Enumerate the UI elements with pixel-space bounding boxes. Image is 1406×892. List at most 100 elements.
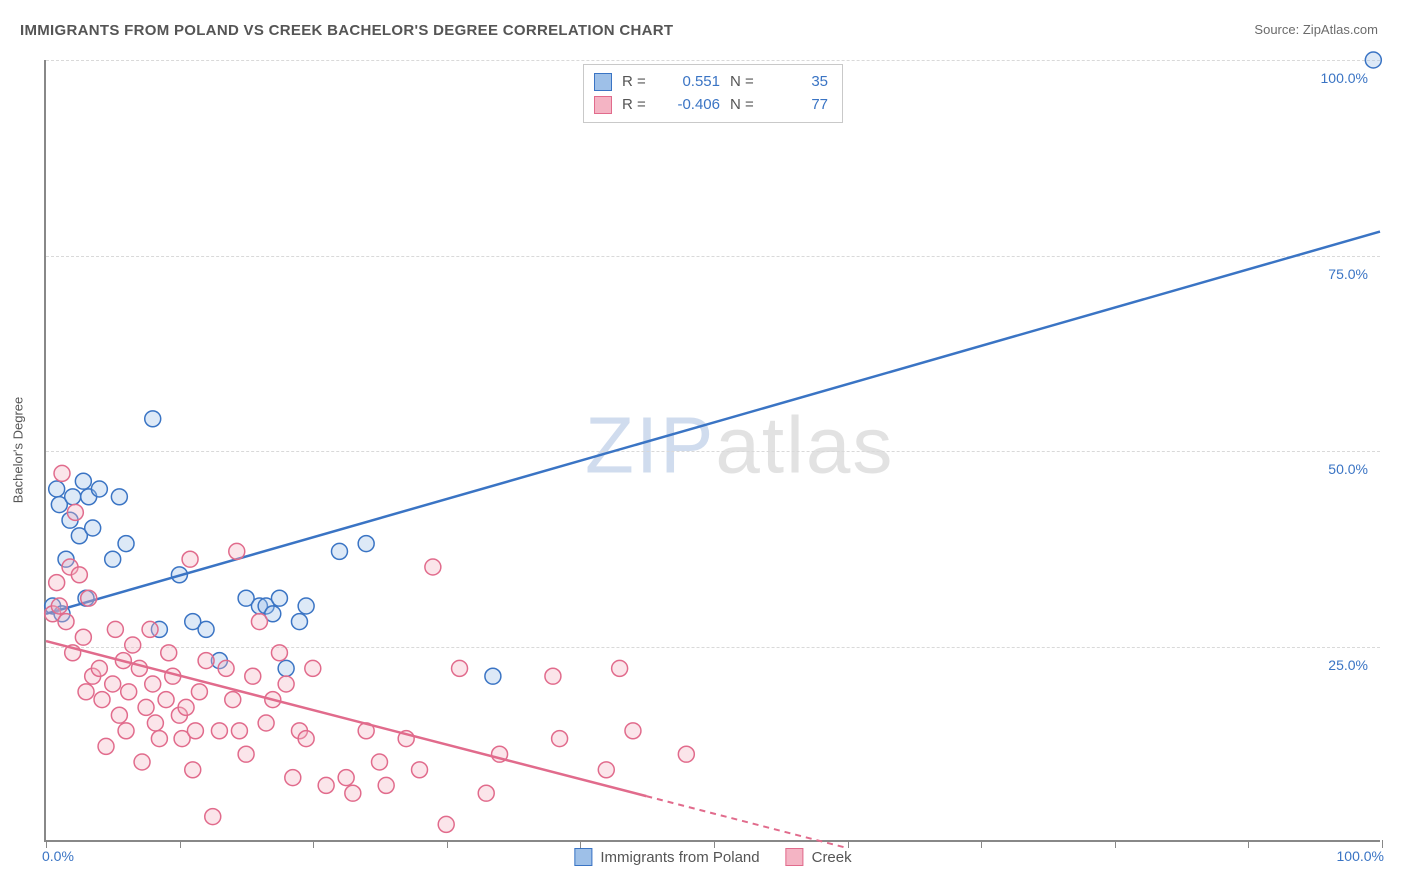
data-point — [178, 699, 194, 715]
data-point — [91, 660, 107, 676]
x-tick — [1115, 840, 1116, 848]
swatch-poland — [594, 73, 612, 91]
r-label: R = — [622, 94, 650, 117]
r-value-creek: -0.406 — [660, 94, 720, 117]
data-point — [49, 575, 65, 591]
data-point — [438, 816, 454, 832]
n-label: N = — [730, 94, 758, 117]
legend-label-creek: Creek — [812, 849, 852, 866]
x-tick — [313, 840, 314, 848]
data-point — [318, 777, 334, 793]
data-point — [158, 692, 174, 708]
data-point — [225, 692, 241, 708]
data-point — [54, 465, 70, 481]
r-value-poland: 0.551 — [660, 71, 720, 94]
x-tick — [714, 840, 715, 848]
source-attribution: Source: ZipAtlas.com — [1254, 22, 1378, 37]
data-point — [105, 676, 121, 692]
data-point — [412, 762, 428, 778]
data-point — [425, 559, 441, 575]
x-tick — [1248, 840, 1249, 848]
trend-line-dashed — [646, 796, 846, 848]
data-point — [278, 676, 294, 692]
data-point — [271, 590, 287, 606]
data-point — [229, 543, 245, 559]
data-point — [198, 653, 214, 669]
data-point — [331, 543, 347, 559]
data-point — [191, 684, 207, 700]
x-tick — [848, 840, 849, 848]
data-point — [218, 660, 234, 676]
x-axis-min-label: 0.0% — [42, 848, 74, 864]
data-point — [271, 645, 287, 661]
data-point — [545, 668, 561, 684]
data-point — [111, 707, 127, 723]
x-tick — [447, 840, 448, 848]
data-point — [142, 621, 158, 637]
data-point — [58, 614, 74, 630]
data-point — [75, 473, 91, 489]
legend-item-poland: Immigrants from Poland — [574, 848, 759, 866]
correlation-legend: R = 0.551 N = 35 R = -0.406 N = 77 — [583, 64, 843, 123]
data-point — [251, 614, 267, 630]
data-point — [187, 723, 203, 739]
data-point — [49, 481, 65, 497]
data-point — [678, 746, 694, 762]
data-point — [51, 598, 67, 614]
data-point — [452, 660, 468, 676]
data-point — [94, 692, 110, 708]
data-point — [147, 715, 163, 731]
data-point — [134, 754, 150, 770]
n-value-poland: 35 — [768, 71, 828, 94]
x-tick — [981, 840, 982, 848]
data-point — [485, 668, 501, 684]
data-point — [118, 536, 134, 552]
data-point — [107, 621, 123, 637]
scatter-svg — [46, 60, 1380, 840]
data-point — [625, 723, 641, 739]
r-label: R = — [622, 71, 650, 94]
data-point — [98, 738, 114, 754]
data-point — [245, 668, 261, 684]
data-point — [305, 660, 321, 676]
series-legend: Immigrants from Poland Creek — [574, 848, 851, 866]
x-tick — [1382, 840, 1383, 848]
legend-item-creek: Creek — [786, 848, 852, 866]
data-point — [85, 520, 101, 536]
data-point — [205, 809, 221, 825]
data-point — [145, 411, 161, 427]
swatch-creek — [594, 96, 612, 114]
source-link[interactable]: ZipAtlas.com — [1303, 22, 1378, 37]
x-tick — [46, 840, 47, 848]
data-point — [118, 723, 134, 739]
data-point — [278, 660, 294, 676]
data-point — [612, 660, 628, 676]
data-point — [182, 551, 198, 567]
data-point — [91, 481, 107, 497]
legend-label-poland: Immigrants from Poland — [600, 849, 759, 866]
plot-area: Bachelor's Degree ZIPatlas 25.0%50.0%75.… — [44, 60, 1380, 842]
data-point — [111, 489, 127, 505]
data-point — [238, 746, 254, 762]
swatch-poland — [574, 848, 592, 866]
data-point — [125, 637, 141, 653]
data-point — [185, 762, 201, 778]
data-point — [552, 731, 568, 747]
legend-row-creek: R = -0.406 N = 77 — [594, 94, 828, 117]
data-point — [138, 699, 154, 715]
data-point — [105, 551, 121, 567]
data-point — [65, 489, 81, 505]
data-point — [231, 723, 247, 739]
data-point — [378, 777, 394, 793]
chart-title: IMMIGRANTS FROM POLAND VS CREEK BACHELOR… — [20, 22, 673, 39]
data-point — [75, 629, 91, 645]
data-point — [151, 731, 167, 747]
data-point — [358, 536, 374, 552]
data-point — [291, 614, 307, 630]
data-point — [258, 715, 274, 731]
data-point — [598, 762, 614, 778]
data-point — [372, 754, 388, 770]
data-point — [345, 785, 361, 801]
data-point — [285, 770, 301, 786]
data-point — [67, 504, 83, 520]
